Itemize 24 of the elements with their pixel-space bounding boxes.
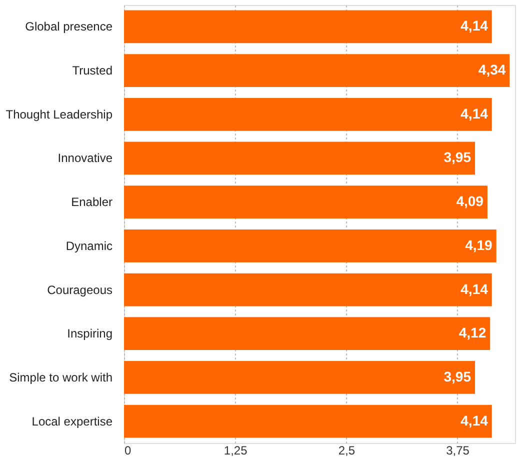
data-label: 4,14 [460, 412, 488, 428]
y-tick-label: Dynamic [66, 238, 112, 253]
data-label: 4,12 [458, 324, 486, 341]
x-tick-label: 0 [124, 444, 132, 458]
y-tick-label: Innovative [58, 151, 113, 166]
y-tick-label: Local expertise [32, 414, 113, 428]
data-label: 3,95 [444, 149, 472, 166]
x-tick-label: 1,25 [224, 444, 248, 458]
y-tick-label: Global presence [25, 20, 113, 34]
data-label: 4,14 [460, 105, 488, 122]
y-tick-label: Trusted [72, 64, 112, 78]
y-tick-label: Thought Leadership [6, 107, 113, 122]
y-tick-label: Enabler [71, 195, 112, 210]
data-label: 4,14 [460, 18, 488, 34]
x-tick-label: 2,5 [338, 444, 356, 458]
data-label: 4,09 [456, 193, 484, 210]
y-tick-label: Courageous [47, 282, 112, 297]
data-label: 4,19 [465, 236, 493, 253]
y-tick-label: Inspiring [67, 326, 112, 341]
data-label: 4,14 [460, 280, 488, 297]
data-label: 4,34 [478, 62, 506, 78]
data-label: 3,95 [444, 368, 472, 384]
x-tick-label: 3,75 [446, 444, 470, 458]
y-tick-label: Simple to work with [9, 370, 112, 384]
